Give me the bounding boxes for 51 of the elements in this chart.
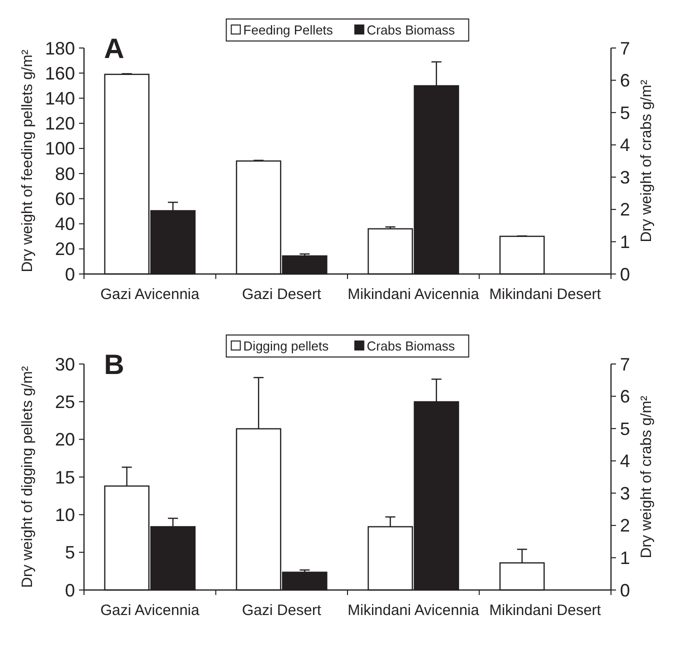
- y2-tick-label: 6: [620, 386, 630, 407]
- y-tick-label: 20: [54, 430, 75, 450]
- y-tick-label: 20: [54, 239, 75, 260]
- y2-tick-label: 4: [620, 135, 630, 156]
- legend-label: Crabs Biomass: [366, 338, 456, 354]
- y2-tick-label: 0: [620, 264, 630, 284]
- y-tick-label: 80: [54, 164, 75, 184]
- y-tick-label: 10: [54, 504, 75, 525]
- y-tick-label: 140: [44, 88, 75, 109]
- x-tick-label: Mikindani Avicennia: [348, 602, 480, 619]
- y2-axis-title: Dry weight of crabs g/m²: [638, 80, 655, 242]
- y-tick-label: 15: [54, 467, 75, 488]
- legend-label: Digging pellets: [243, 338, 330, 354]
- y2-tick-label: 7: [620, 354, 630, 374]
- x-tick-label: Mikindani Desert: [489, 286, 602, 303]
- y-tick-label: 160: [44, 63, 75, 84]
- y-tick-label: 30: [54, 354, 75, 374]
- y-tick-label: 0: [64, 580, 75, 600]
- y-tick-label: 25: [54, 392, 75, 412]
- y2-tick-label: 2: [620, 200, 630, 220]
- x-tick-label: Mikindani Desert: [489, 602, 602, 619]
- y2-tick-label: 3: [620, 483, 630, 504]
- x-tick-label: Mikindani Avicennia: [348, 286, 480, 303]
- y2-tick-label: 1: [620, 548, 630, 568]
- y2-tick-label: 5: [620, 102, 630, 123]
- y-tick-label: 40: [54, 214, 75, 234]
- y-tick-label: 5: [64, 542, 75, 563]
- chart-title: A: [104, 33, 124, 64]
- y-tick-label: 0: [64, 264, 75, 284]
- y-tick-label: 120: [44, 114, 75, 134]
- y-tick-label: 180: [44, 38, 75, 58]
- y2-tick-label: 2: [620, 516, 630, 536]
- y2-tick-label: 5: [620, 418, 630, 439]
- y-axis-title: Dry weight of feeding pellets g/m²: [19, 50, 36, 272]
- legend-label: Crabs Biomass: [366, 22, 456, 38]
- x-tick-label: Gazi Desert: [242, 286, 322, 303]
- legend-label: Feeding Pellets: [243, 22, 334, 38]
- y2-axis-title: Dry weight of crabs g/m²: [638, 396, 655, 558]
- y2-tick-label: 0: [620, 580, 630, 600]
- y-tick-label: 100: [44, 138, 75, 159]
- y2-tick-label: 4: [620, 451, 630, 472]
- x-tick-label: Gazi Avicennia: [100, 602, 200, 619]
- x-tick-label: Gazi Avicennia: [100, 286, 200, 303]
- y2-tick-label: 3: [620, 167, 630, 188]
- chart-title: B: [104, 349, 124, 380]
- y2-tick-label: 6: [620, 70, 630, 91]
- x-tick-label: Gazi Desert: [242, 602, 322, 619]
- y-tick-label: 60: [54, 188, 75, 209]
- y-axis-title: Dry weight of digging pellets g/m²: [19, 366, 36, 588]
- y2-tick-label: 1: [620, 232, 630, 252]
- y2-tick-label: 7: [620, 38, 630, 58]
